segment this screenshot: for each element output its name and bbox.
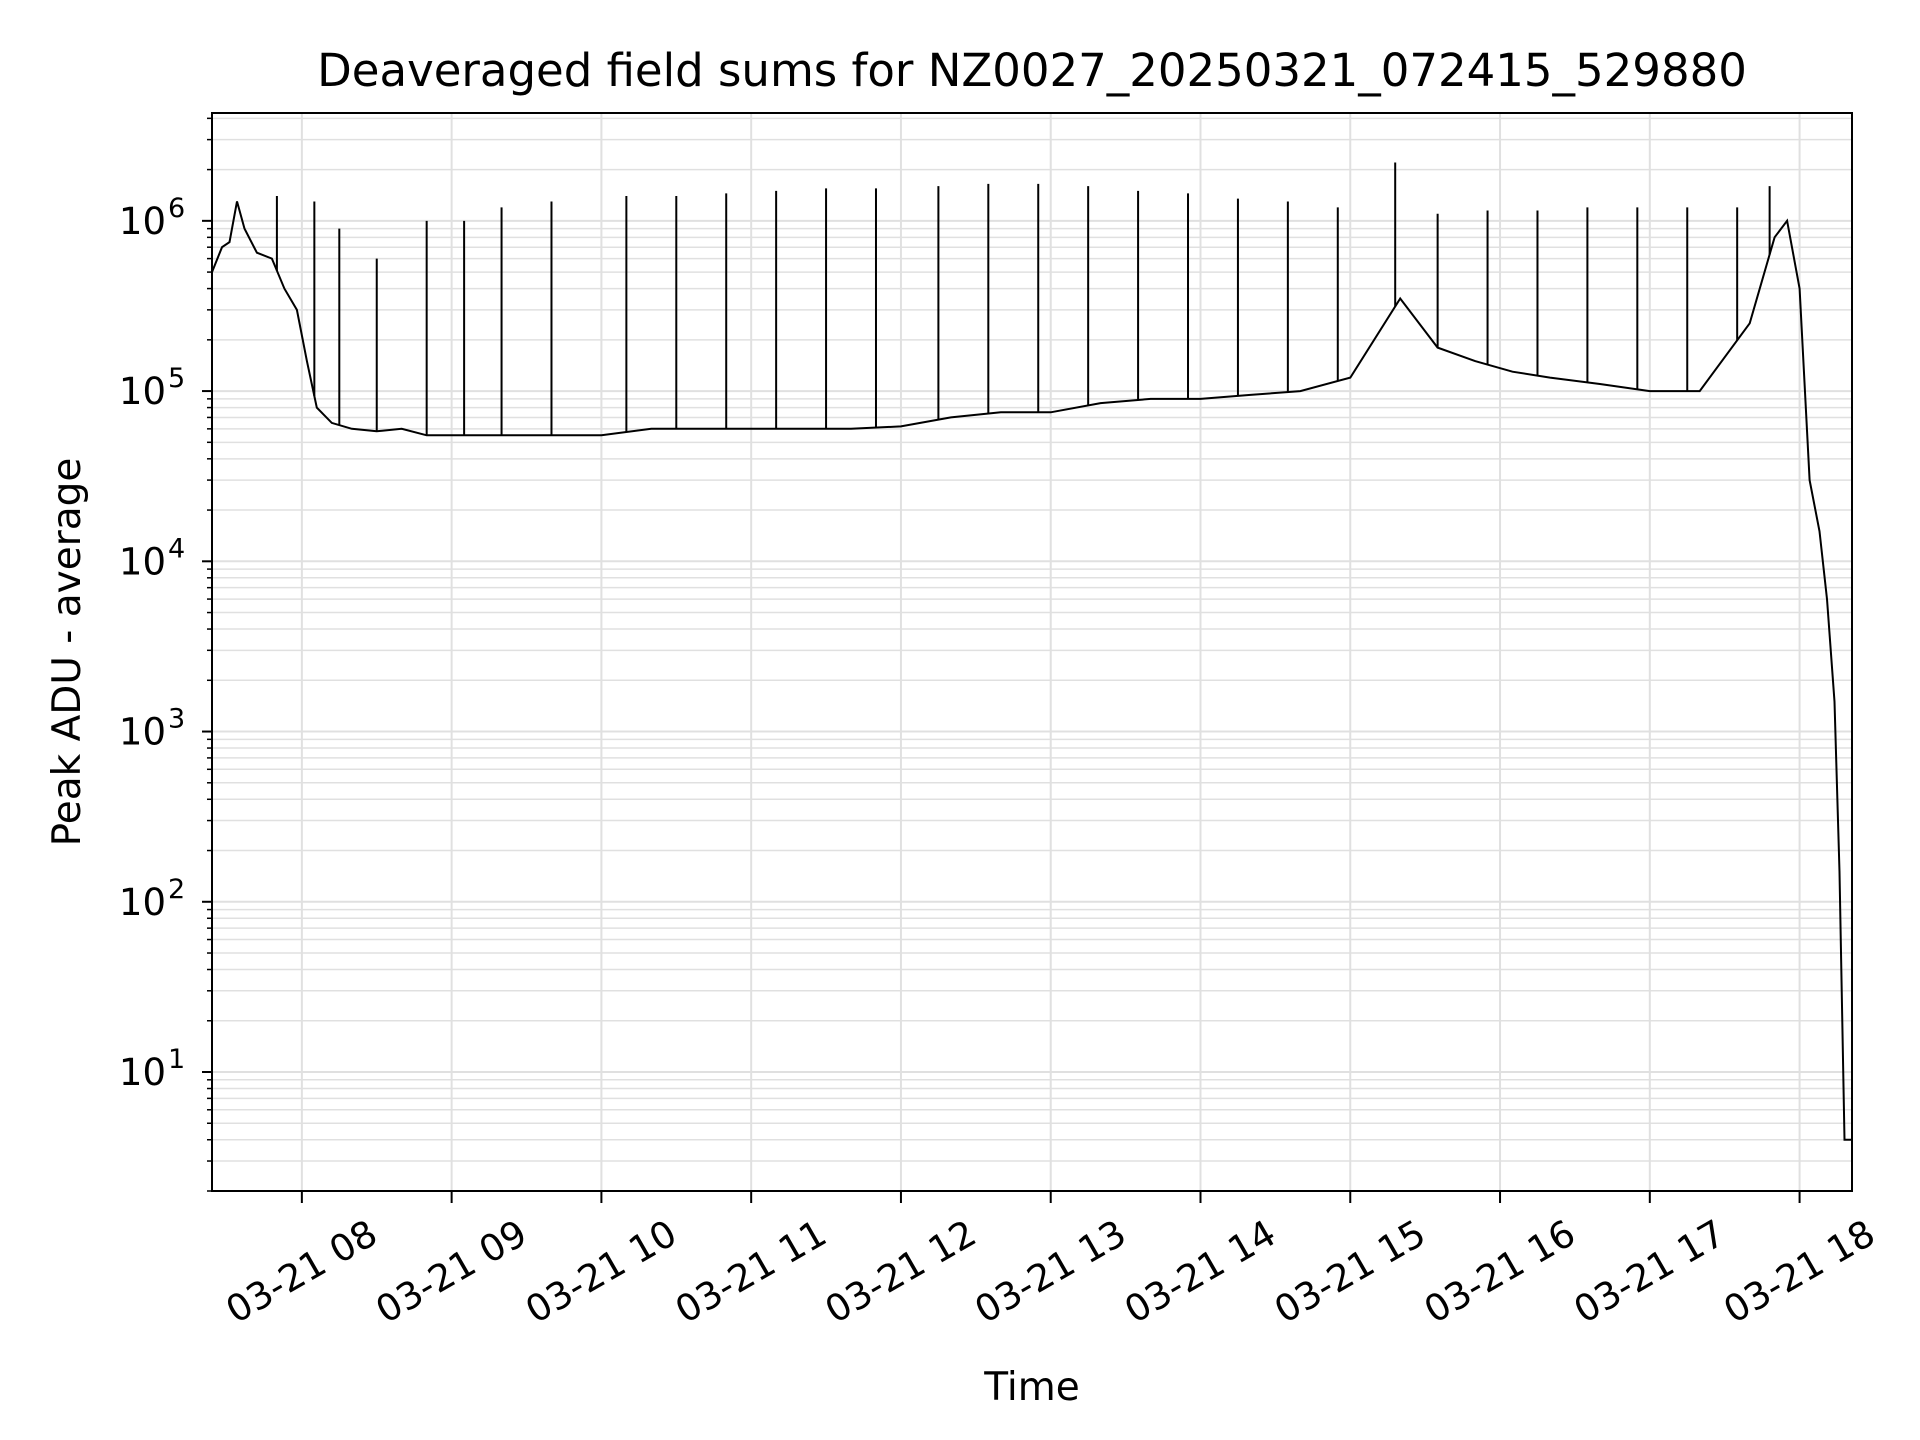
y-tick-exponent: 2 [168, 874, 185, 905]
y-tick-label: 10 [119, 1051, 166, 1094]
y-axis-label: Peak ADU - average [45, 458, 90, 847]
y-tick-label: 10 [119, 711, 166, 754]
series-layer [211, 162, 1852, 1141]
x-tick-label: 03-21 14 [1117, 1212, 1283, 1332]
x-tick-label: 03-21 11 [668, 1212, 834, 1332]
x-tick-label: 03-21 17 [1567, 1212, 1733, 1332]
x-tick-label: 03-21 18 [1717, 1212, 1883, 1332]
y-tick-label: 10 [119, 370, 166, 413]
x-tick-label: 03-21 09 [369, 1212, 535, 1332]
x-tick-label: 03-21 10 [518, 1212, 684, 1332]
x-tick-label: 03-21 12 [818, 1212, 984, 1332]
plot-frame [211, 112, 1853, 1192]
grid [212, 113, 1852, 1192]
y-tick-exponent: 3 [168, 704, 185, 735]
x-tick-label: 03-21 13 [968, 1212, 1134, 1332]
y-tick-label: 10 [119, 200, 166, 243]
series-line [211, 201, 1852, 1141]
x-tick-label: 03-21 08 [219, 1212, 385, 1332]
y-tick-exponent: 6 [168, 193, 185, 224]
y-tick-exponent: 1 [168, 1044, 185, 1075]
x-axis-label: Time [983, 1365, 1079, 1410]
y-tick-exponent: 5 [168, 363, 185, 394]
y-tick-label: 10 [119, 881, 166, 924]
x-tick-label: 03-21 15 [1267, 1212, 1433, 1332]
chart-title: Deaveraged field sums for NZ0027_2025032… [317, 44, 1747, 97]
y-tick-label: 10 [119, 540, 166, 583]
x-tick-label: 03-21 16 [1417, 1212, 1583, 1332]
y-tick-exponent: 4 [168, 533, 185, 564]
